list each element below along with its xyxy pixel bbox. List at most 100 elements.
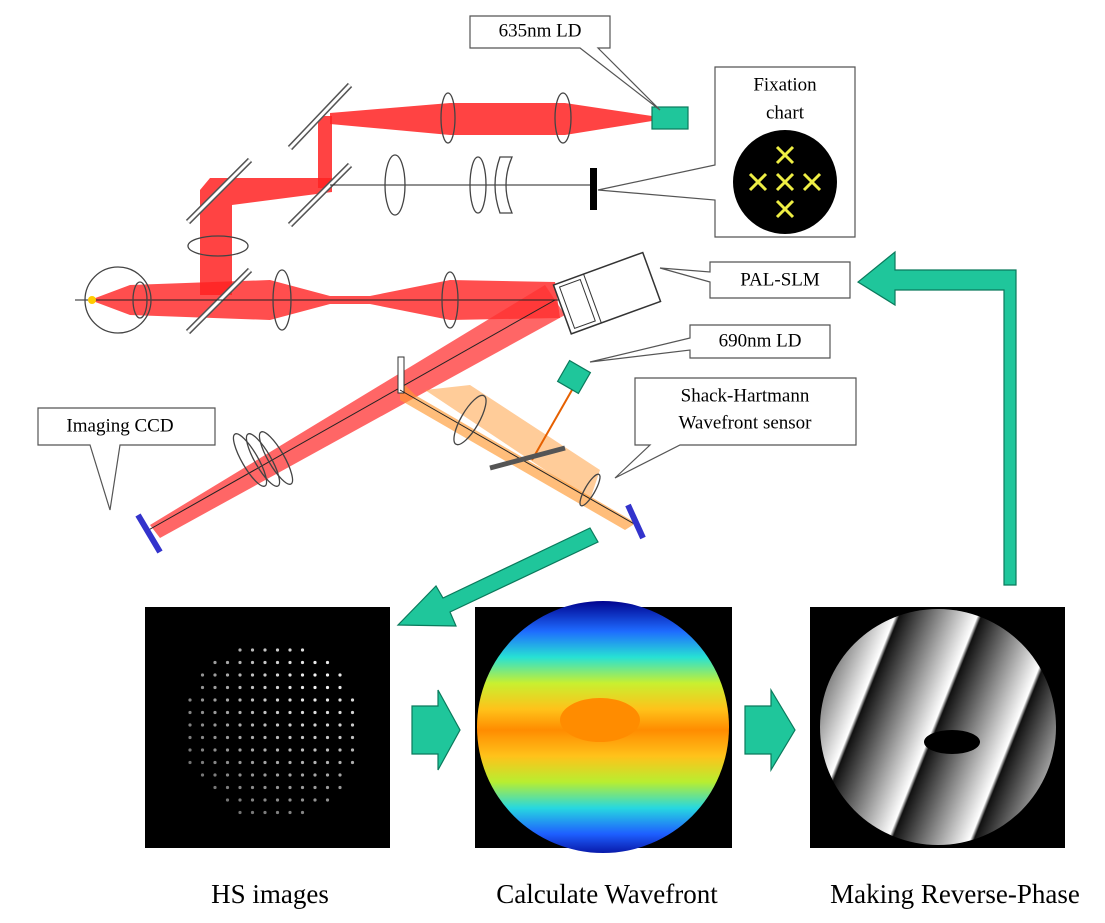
hs-spot [338, 760, 342, 765]
hs-spot [288, 648, 292, 652]
label: Shack-Hartmann [681, 385, 810, 406]
hs-spot [288, 810, 292, 815]
hs-spot [263, 798, 267, 802]
hs-spot [225, 723, 230, 727]
hs-spot [238, 785, 242, 790]
hs-spots [188, 648, 355, 815]
hs-spot [300, 798, 305, 802]
hs-spot [188, 760, 192, 765]
label: 690nm LD [719, 330, 802, 351]
hs-spot [250, 798, 255, 802]
hs-spot [188, 723, 192, 727]
hs-spot [250, 698, 255, 702]
hs-spot [338, 685, 342, 690]
hs-spot [263, 710, 267, 715]
hs-spot [238, 698, 242, 702]
hs-spot [263, 660, 267, 665]
hs-spot [313, 673, 317, 677]
hs-spot [213, 673, 217, 677]
hs-spot [200, 698, 205, 702]
hs-spot [200, 685, 205, 690]
hs-spot [275, 660, 280, 665]
hs-spot [200, 760, 205, 765]
hs-spot [275, 648, 280, 652]
wavefront-map [477, 601, 729, 853]
hs-spot [275, 748, 280, 752]
fixation-crosses [748, 145, 822, 219]
hs-spot [225, 698, 230, 702]
hs-spot [300, 648, 305, 652]
hs-spot [313, 723, 317, 727]
hs-spot [325, 798, 330, 802]
hs-spot [313, 748, 317, 752]
hs-spot [275, 810, 280, 815]
hs-spot [238, 660, 242, 665]
hs-spot [250, 723, 255, 727]
hs-spot [288, 710, 292, 715]
label: Fixation [753, 74, 817, 95]
hs-spot [288, 735, 292, 740]
hs-spot [200, 673, 205, 677]
hs-spot [250, 785, 255, 790]
hs-spot [288, 660, 292, 665]
hs-spot [338, 698, 342, 702]
hs-spot [300, 698, 305, 702]
hs-spot [238, 673, 242, 677]
hs-spot [338, 710, 342, 715]
hs-spot [325, 673, 330, 677]
hs-spot [288, 723, 292, 727]
hs-spot [238, 748, 242, 752]
hs-spot [338, 723, 342, 727]
hs-spot [325, 660, 330, 665]
callout [589, 324, 831, 363]
hs-spot [250, 685, 255, 690]
hs-spot [300, 685, 305, 690]
hs-spot [213, 685, 217, 690]
hs-spot [238, 810, 242, 815]
arrow [856, 250, 1017, 586]
label: PAL-SLM [740, 269, 820, 290]
hs-spot [263, 810, 267, 815]
hs-spot [238, 760, 242, 765]
hs-spot [325, 685, 330, 690]
phase-map [820, 609, 1056, 845]
hs-spot [250, 660, 255, 665]
hs-spot [288, 773, 292, 777]
hs-spot [238, 723, 242, 727]
hs-spot [313, 698, 317, 702]
hs-spot [313, 773, 317, 777]
arrow [411, 689, 461, 771]
hs-spot [250, 773, 255, 777]
hs-spot [213, 723, 217, 727]
fixation-target [590, 168, 597, 210]
hs-spot [200, 710, 205, 715]
hs-spot [325, 748, 330, 752]
hs-spot [250, 735, 255, 740]
hs-spot [350, 760, 355, 765]
arrow [744, 687, 796, 773]
hs-spot [238, 773, 242, 777]
hs-spot [225, 660, 230, 665]
callout [37, 407, 216, 511]
hs-spot [300, 785, 305, 790]
hs-spot [225, 673, 230, 677]
hs-spot [338, 773, 342, 777]
hs-spot [300, 660, 305, 665]
hs-spot [275, 685, 280, 690]
hs-spot [288, 798, 292, 802]
hs-spot [300, 760, 305, 765]
callout [659, 261, 851, 299]
caption: Making Reverse-Phase [830, 879, 1080, 909]
hs-spot [263, 748, 267, 752]
hs-spot [225, 773, 230, 777]
hs-spot [325, 710, 330, 715]
hs-spot [263, 785, 267, 790]
hs-spot [288, 748, 292, 752]
hs-spot [188, 748, 192, 752]
eye [84, 266, 152, 334]
hs-spot [200, 723, 205, 727]
hs-spot [213, 735, 217, 740]
label: Wavefront sensor [678, 412, 812, 433]
hs-spot [225, 710, 230, 715]
hs-spot [300, 773, 305, 777]
